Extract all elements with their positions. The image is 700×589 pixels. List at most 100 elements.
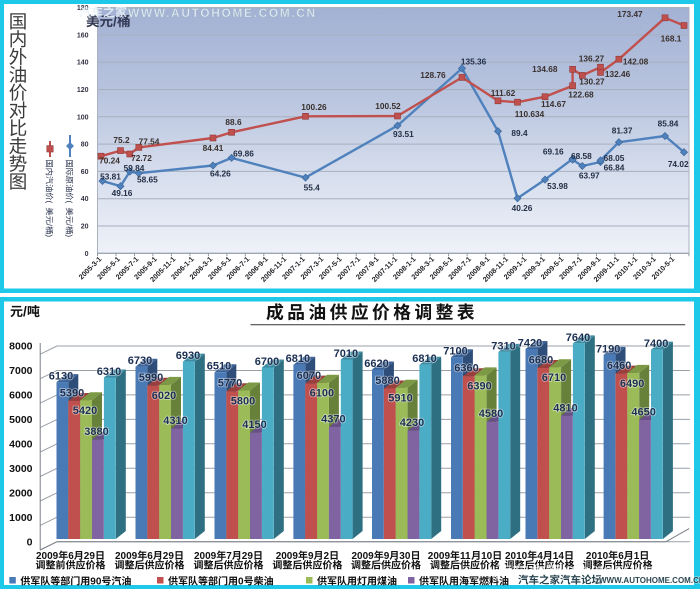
svg-text:5390: 5390 bbox=[60, 387, 84, 399]
svg-text:7640: 7640 bbox=[566, 332, 590, 344]
svg-text:29: 29 bbox=[242, 551, 254, 562]
svg-text:81.37: 81.37 bbox=[612, 125, 633, 135]
svg-text:114.67: 114.67 bbox=[541, 99, 566, 109]
svg-text:7: 7 bbox=[226, 551, 232, 562]
svg-text:60: 60 bbox=[81, 169, 89, 176]
svg-text:100.26: 100.26 bbox=[301, 102, 327, 112]
svg-text:29: 29 bbox=[84, 551, 96, 562]
svg-text:70.24: 70.24 bbox=[99, 155, 120, 165]
svg-text:85.84: 85.84 bbox=[658, 118, 679, 128]
svg-text:69.86: 69.86 bbox=[233, 149, 254, 159]
svg-text:6390: 6390 bbox=[467, 380, 491, 392]
svg-text:75.2: 75.2 bbox=[113, 135, 130, 145]
svg-text:135.36: 135.36 bbox=[461, 56, 487, 66]
svg-text:10: 10 bbox=[481, 551, 493, 562]
svg-text:6130: 6130 bbox=[49, 371, 73, 383]
svg-text:2009: 2009 bbox=[276, 551, 299, 562]
svg-text:4310: 4310 bbox=[163, 415, 187, 427]
svg-text:53.81: 53.81 bbox=[100, 171, 121, 181]
svg-text:/: / bbox=[23, 304, 27, 319]
svg-text:2000: 2000 bbox=[9, 487, 33, 499]
svg-text:9: 9 bbox=[308, 551, 314, 562]
svg-text:122.68: 122.68 bbox=[568, 89, 594, 99]
svg-text:/: / bbox=[44, 224, 53, 227]
svg-text:5420: 5420 bbox=[73, 405, 97, 417]
svg-text:180: 180 bbox=[77, 5, 89, 12]
svg-text:2: 2 bbox=[324, 551, 330, 562]
svg-text:2009: 2009 bbox=[352, 551, 375, 562]
svg-text:40.26: 40.26 bbox=[512, 203, 533, 213]
svg-text:69.16: 69.16 bbox=[543, 147, 564, 157]
svg-text:84.41: 84.41 bbox=[203, 143, 224, 153]
svg-text:64.26: 64.26 bbox=[210, 169, 231, 179]
svg-text:4230: 4230 bbox=[400, 417, 424, 429]
svg-text:7000: 7000 bbox=[9, 365, 33, 377]
svg-text:6490: 6490 bbox=[620, 378, 644, 390]
svg-text:68.58: 68.58 bbox=[571, 151, 592, 161]
svg-text:5000: 5000 bbox=[9, 414, 33, 426]
svg-text:134.68: 134.68 bbox=[532, 64, 558, 74]
svg-text:(: ( bbox=[44, 201, 53, 204]
svg-text:5990: 5990 bbox=[139, 372, 163, 384]
svg-text:2010: 2010 bbox=[505, 551, 528, 562]
svg-text:6: 6 bbox=[147, 551, 153, 562]
svg-text:WWW.AUTOHOME.COM.CN: WWW.AUTOHOME.COM.CN bbox=[599, 576, 700, 585]
svg-text:5910: 5910 bbox=[388, 393, 412, 405]
svg-text:6: 6 bbox=[68, 551, 74, 562]
svg-text:11: 11 bbox=[460, 551, 471, 562]
svg-text:(: ( bbox=[64, 201, 73, 204]
svg-text:7310: 7310 bbox=[491, 340, 515, 352]
svg-text:4580: 4580 bbox=[479, 408, 503, 420]
svg-text:160: 160 bbox=[77, 32, 89, 39]
svg-text:6700: 6700 bbox=[255, 356, 279, 368]
svg-text:8000: 8000 bbox=[9, 341, 33, 353]
svg-text:6510: 6510 bbox=[207, 361, 231, 373]
svg-text:4810: 4810 bbox=[553, 402, 577, 414]
svg-text:WWW.AUTOHOME.COM.CN: WWW.AUTOHOME.COM.CN bbox=[128, 6, 317, 20]
svg-text:20: 20 bbox=[81, 224, 89, 231]
svg-text:7100: 7100 bbox=[443, 346, 467, 358]
svg-text:2009: 2009 bbox=[428, 551, 451, 562]
svg-text:6730: 6730 bbox=[128, 355, 152, 367]
svg-text:63.97: 63.97 bbox=[579, 171, 600, 181]
svg-text:3000: 3000 bbox=[9, 463, 33, 475]
svg-text:/: / bbox=[64, 224, 73, 227]
svg-text:58.65: 58.65 bbox=[137, 175, 158, 185]
svg-text:5880: 5880 bbox=[375, 375, 399, 387]
svg-text:136.27: 136.27 bbox=[579, 53, 605, 63]
svg-text:7190: 7190 bbox=[596, 343, 620, 355]
svg-text:6620: 6620 bbox=[364, 358, 388, 370]
svg-text:4000: 4000 bbox=[9, 438, 33, 450]
svg-text:2009: 2009 bbox=[36, 551, 59, 562]
svg-text:4: 4 bbox=[537, 551, 543, 562]
svg-text:1: 1 bbox=[634, 551, 640, 562]
svg-text:3880: 3880 bbox=[84, 426, 108, 438]
svg-text:53.98: 53.98 bbox=[547, 181, 568, 191]
svg-text:6000: 6000 bbox=[9, 390, 33, 402]
svg-text:6020: 6020 bbox=[152, 390, 176, 402]
svg-text:40: 40 bbox=[81, 196, 89, 203]
svg-text:14: 14 bbox=[553, 551, 565, 562]
svg-text:66.84: 66.84 bbox=[604, 163, 625, 173]
svg-text:6930: 6930 bbox=[176, 350, 200, 362]
svg-text:5800: 5800 bbox=[231, 395, 255, 407]
svg-text:80: 80 bbox=[81, 142, 89, 149]
svg-text:55.4: 55.4 bbox=[304, 183, 321, 193]
svg-text:30: 30 bbox=[399, 551, 411, 562]
svg-text:68.05: 68.05 bbox=[604, 153, 625, 163]
svg-text:120: 120 bbox=[77, 87, 89, 94]
svg-text:88.6: 88.6 bbox=[225, 117, 242, 127]
svg-text:29: 29 bbox=[163, 551, 175, 562]
svg-text:49.16: 49.16 bbox=[112, 188, 133, 198]
svg-text:0: 0 bbox=[85, 251, 89, 258]
svg-text:6100: 6100 bbox=[310, 388, 334, 400]
svg-text:2010: 2010 bbox=[586, 551, 609, 562]
svg-text:6360: 6360 bbox=[454, 363, 478, 375]
svg-text:6460: 6460 bbox=[607, 360, 631, 372]
svg-text:6070: 6070 bbox=[297, 370, 321, 382]
svg-text:72.72: 72.72 bbox=[131, 153, 152, 163]
svg-text:90: 90 bbox=[90, 577, 102, 588]
svg-text:110.634: 110.634 bbox=[515, 109, 545, 119]
svg-text:): ) bbox=[44, 234, 53, 237]
svg-text:0: 0 bbox=[27, 536, 33, 548]
